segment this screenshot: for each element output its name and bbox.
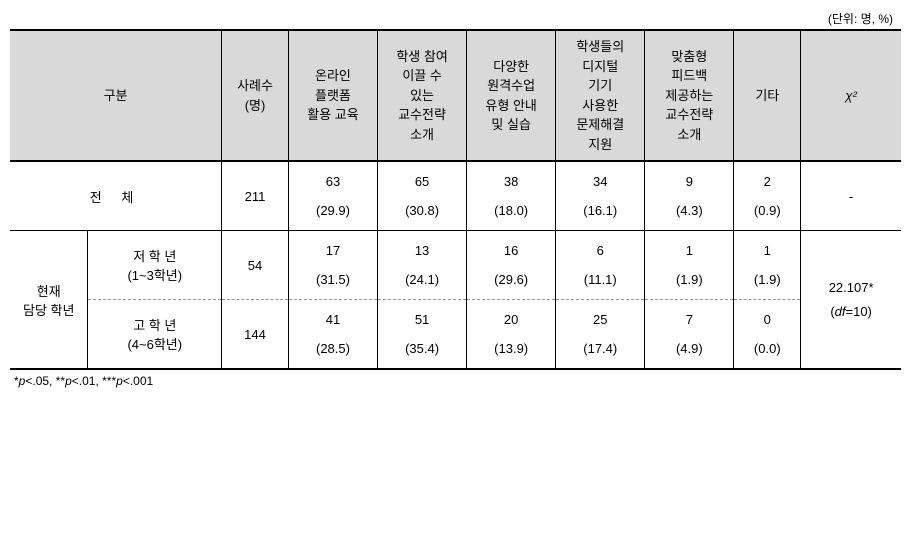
row-lower-c6: 1 (1.9) bbox=[734, 231, 801, 300]
row-total-c2: 65 (30.8) bbox=[378, 161, 467, 231]
row-lower-c1: 17 (31.5) bbox=[288, 231, 377, 300]
row-total-c1: 63 (29.9) bbox=[288, 161, 377, 231]
row-total-c3: 38 (18.0) bbox=[467, 161, 556, 231]
row-upper-c4: 25 (17.4) bbox=[556, 300, 645, 370]
group-label: 현재담당 학년 bbox=[10, 231, 88, 370]
row-total-sample: 211 bbox=[222, 161, 289, 231]
row-lower-c2: 13 (24.1) bbox=[378, 231, 467, 300]
row-upper-c6: 0 (0.0) bbox=[734, 300, 801, 370]
row-lower-c5: 1 (1.9) bbox=[645, 231, 734, 300]
header-col4: 학생들의디지털기기사용한문제해결지원 bbox=[556, 30, 645, 161]
row-upper-c5: 7 (4.9) bbox=[645, 300, 734, 370]
row-upper-sample: 144 bbox=[222, 300, 289, 370]
header-col5: 맞춤형피드백제공하는교수전략소개 bbox=[645, 30, 734, 161]
header-category: 구분 bbox=[10, 30, 222, 161]
row-lower-sample: 54 bbox=[222, 231, 289, 300]
data-table: 구분 사례수(명) 온라인플랫폼활용 교육 학생 참여이끌 수있는교수전략소개 … bbox=[10, 29, 901, 370]
header-col1: 온라인플랫폼활용 교육 bbox=[288, 30, 377, 161]
row-upper-label: 고 학 년(4~6학년) bbox=[88, 300, 222, 370]
row-lower-c4: 6 (11.1) bbox=[556, 231, 645, 300]
header-col3: 다양한원격수업유형 안내및 실습 bbox=[467, 30, 556, 161]
row-upper-c1: 41 (28.5) bbox=[288, 300, 377, 370]
group-chi: 22.107* (df=10) bbox=[801, 231, 901, 370]
header-col6: 기타 bbox=[734, 30, 801, 161]
header-sample: 사례수(명) bbox=[222, 30, 289, 161]
row-upper-c3: 20 (13.9) bbox=[467, 300, 556, 370]
row-lower-c3: 16 (29.6) bbox=[467, 231, 556, 300]
row-total-c6: 2 (0.9) bbox=[734, 161, 801, 231]
header-col2: 학생 참여이끌 수있는교수전략소개 bbox=[378, 30, 467, 161]
unit-label: (단위: 명, %) bbox=[10, 10, 901, 27]
row-upper-c2: 51 (35.4) bbox=[378, 300, 467, 370]
row-total-c4: 34 (16.1) bbox=[556, 161, 645, 231]
row-lower-label: 저 학 년(1~3학년) bbox=[88, 231, 222, 300]
header-chi: χ² bbox=[801, 30, 901, 161]
row-total-c5: 9 (4.3) bbox=[645, 161, 734, 231]
footnote: *p<.05, **p<.01, ***p<.001 bbox=[10, 374, 901, 388]
row-total-label: 전 체 bbox=[10, 161, 222, 231]
row-total-chi: - bbox=[801, 161, 901, 231]
